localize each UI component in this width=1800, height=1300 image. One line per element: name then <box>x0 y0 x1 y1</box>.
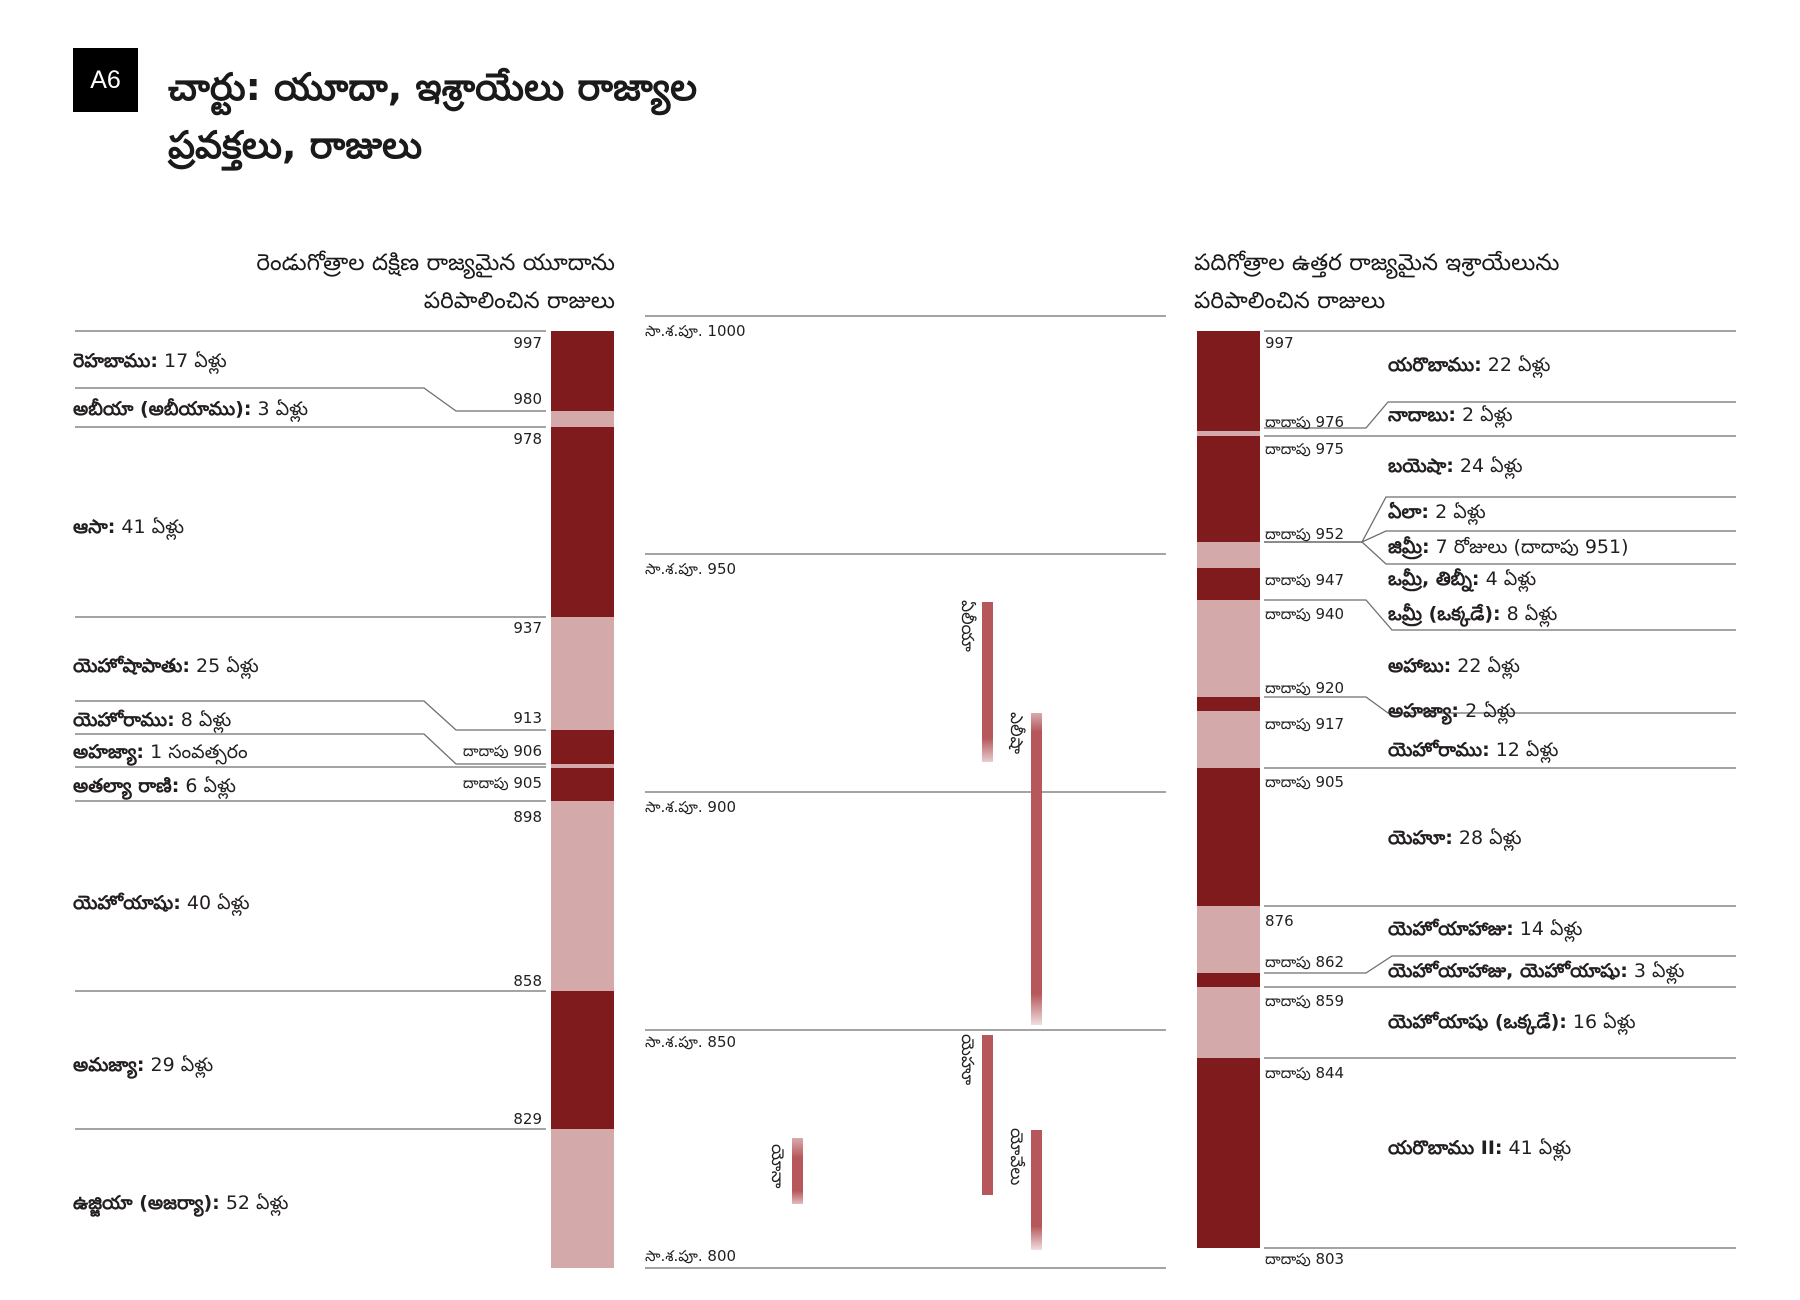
judah-heading-line-1: రెండుగోత్రాల దక్షిణ రాజ్యమైన యూదాను <box>256 250 615 276</box>
prophet-name-elijah: ఏలీయా <box>957 600 977 652</box>
israel-bar-jehoash <box>1197 987 1260 1058</box>
israel-year: దాదాపు 940 <box>1265 605 1345 623</box>
judah-bar-jehoash <box>551 801 614 991</box>
israel-bar-baasha <box>1197 436 1260 542</box>
judah-king-label: అతల్యా రాణి: 6 ఏళ్లు <box>73 775 236 797</box>
judah-bar-amaziah <box>551 991 614 1129</box>
judah-bar-uzziah <box>551 1129 614 1268</box>
israel-bar-jeroboam-ii <box>1197 1058 1260 1248</box>
israel-year: దాదాపు 920 <box>1265 679 1345 697</box>
israel-bar-jehoram <box>1197 711 1260 768</box>
prophet-name-jonah: యోనా <box>767 1144 787 1189</box>
israel-king-label: యరొబాము II: 41 ఏళ్లు <box>1388 1137 1572 1159</box>
israel-bar-omri-tibni <box>1197 568 1260 600</box>
judah-bar-athaliah <box>551 768 614 801</box>
judah-bar-asa <box>551 427 614 617</box>
israel-heading-line-1: పదిగోత్రాల ఉత్తర రాజ్యమైన ఇశ్రాయేలును <box>1194 250 1560 276</box>
israel-king-label: బయెషా: 24 ఏళ్లు <box>1388 455 1523 477</box>
prophet-bar-elijah <box>982 602 993 762</box>
judah-year: 978 <box>513 430 542 448</box>
israel-king-label: జిమ్రీ: 7 రోజులు (దాదాపు 951) <box>1388 536 1629 558</box>
israel-year: దాదాపు 905 <box>1265 773 1345 791</box>
israel-king-label: ఒమ్రీ (ఒక్కడే): 8 ఏళ్లు <box>1388 603 1558 625</box>
judah-year: దాదాపు 906 <box>462 742 542 760</box>
judah-heading: రెండుగోత్రాల దక్షిణ రాజ్యమైన యూదాను పరిప… <box>75 244 615 320</box>
judah-year: 937 <box>513 619 542 637</box>
judah-king-label: యెహోరాము: 8 ఏళ్లు <box>73 709 232 731</box>
israel-year: దాదాపు 952 <box>1265 525 1345 543</box>
judah-bar-jehoram <box>551 730 614 764</box>
judah-bar-abijah <box>551 411 614 427</box>
israel-year: దాదాపు 947 <box>1265 571 1345 589</box>
prophet-name-jehu: యెహూ <box>957 1034 977 1086</box>
era-label: సా.శ.పూ. 800 <box>645 1247 737 1265</box>
section-badge: A6 <box>73 48 138 112</box>
israel-bar-jehoahaz <box>1197 906 1260 973</box>
israel-bar-jehoahaz-jehoash <box>1197 973 1260 987</box>
israel-year: దాదాపు 859 <box>1265 992 1345 1010</box>
israel-year: దాదాపు 975 <box>1265 440 1345 458</box>
israel-year: 876 <box>1265 912 1294 930</box>
israel-king-label: యరొబాము: 22 ఏళ్లు <box>1388 354 1551 376</box>
israel-king-label: అహజ్యా: 2 ఏళ్లు <box>1388 700 1516 722</box>
judah-king-label: యెహోషాపాతు: 25 ఏళ్లు <box>73 655 259 677</box>
era-label: సా.శ.పూ. 950 <box>645 560 737 578</box>
israel-king-label: నాదాబు: 2 ఏళ్లు <box>1388 404 1513 426</box>
title-line-1: చార్టు: యూదా, ఇశ్రాయేలు రాజ్యాల <box>168 65 698 109</box>
judah-year: 898 <box>513 808 542 826</box>
judah-bar-rehoboam <box>551 331 614 411</box>
judah-king-label: రెహబాము: 17 ఏళ్లు <box>73 350 227 372</box>
israel-heading: పదిగోత్రాల ఉత్తర రాజ్యమైన ఇశ్రాయేలును పర… <box>1194 244 1754 320</box>
israel-bar-elah-zimri <box>1197 542 1260 568</box>
judah-year: 858 <box>513 972 542 990</box>
judah-king-label: అమజ్యా: 29 ఏళ్లు <box>73 1054 214 1076</box>
israel-king-label: యెహోరాము: 12 ఏళ్లు <box>1388 739 1559 761</box>
judah-king-label: అబీయా (అబీయాము): 3 ఏళ్లు <box>73 398 309 420</box>
title-line-2: ప్రవక్తలు, రాజులు <box>168 123 423 167</box>
judah-bar-jehoshaphat <box>551 617 614 730</box>
prophet-bar-jonah <box>792 1138 803 1204</box>
israel-year: 997 <box>1265 334 1294 352</box>
prophet-bar-elisha <box>1031 713 1042 1025</box>
israel-bar-nadab <box>1197 431 1260 436</box>
israel-king-label: ఏలా: 2 ఏళ్లు <box>1388 501 1486 523</box>
israel-bar-jeroboam <box>1197 331 1260 431</box>
judah-king-label: ఆసా: 41 ఏళ్లు <box>73 516 185 538</box>
judah-king-label: ఉజ్జియా (అజర్యా): 52 ఏళ్లు <box>73 1192 289 1214</box>
era-label: సా.శ.పూ. 1000 <box>645 322 746 340</box>
judah-king-label: యెహోయాషు: 40 ఏళ్లు <box>73 892 250 914</box>
israel-year: దాదాపు 862 <box>1265 953 1345 971</box>
israel-king-label: యెహోయాషు (ఒక్కడే): 16 ఏళ్లు <box>1388 1011 1636 1033</box>
israel-year: దాదాపు 844 <box>1265 1064 1345 1082</box>
israel-year: దాదాపు 976 <box>1265 413 1345 431</box>
israel-year: దాదాపు 917 <box>1265 715 1345 733</box>
israel-heading-line-2: పరిపాలించిన రాజులు <box>1194 288 1386 314</box>
israel-king-label: యెహూ: 28 ఏళ్లు <box>1388 827 1522 849</box>
page-title: చార్టు: యూదా, ఇశ్రాయేలు రాజ్యాల ప్రవక్తల… <box>168 58 697 174</box>
judah-bar-ahaziah <box>551 764 614 768</box>
israel-king-label: యెహోయాహాజు: 14 ఏళ్లు <box>1388 918 1583 940</box>
era-label: సా.శ.పూ. 850 <box>645 1033 737 1051</box>
israel-king-label: అహాబు: 22 ఏళ్లు <box>1388 655 1520 677</box>
judah-heading-line-2: పరిపాలించిన రాజులు <box>423 288 615 314</box>
israel-king-label: ఒమ్రీ, తిబ్నీ: 4 ఏళ్లు <box>1388 568 1537 590</box>
judah-year: 829 <box>513 1110 542 1128</box>
prophet-name-elisha: ఎలీషా <box>1006 712 1026 755</box>
prophet-bar-joel <box>1031 1130 1042 1250</box>
judah-year: దాదాపు 905 <box>462 774 542 792</box>
israel-bar-ahaziah <box>1197 697 1260 711</box>
judah-king-label: అహజ్యా: 1 సంవత్సరం <box>73 741 248 763</box>
prophet-name-joel: యోవేలు <box>1006 1128 1026 1186</box>
judah-year: 980 <box>513 390 542 408</box>
israel-bar-omri-ahab <box>1197 600 1260 697</box>
judah-year: 913 <box>513 709 542 727</box>
era-label: సా.శ.పూ. 900 <box>645 798 737 816</box>
israel-king-label: యెహోయాహాజు, యెహోయాషు: 3 ఏళ్లు <box>1388 960 1685 982</box>
prophet-bar-jehu <box>982 1035 993 1195</box>
israel-bar-jehu <box>1197 768 1260 906</box>
judah-year: 997 <box>513 334 542 352</box>
israel-year: దాదాపు 803 <box>1265 1250 1345 1268</box>
